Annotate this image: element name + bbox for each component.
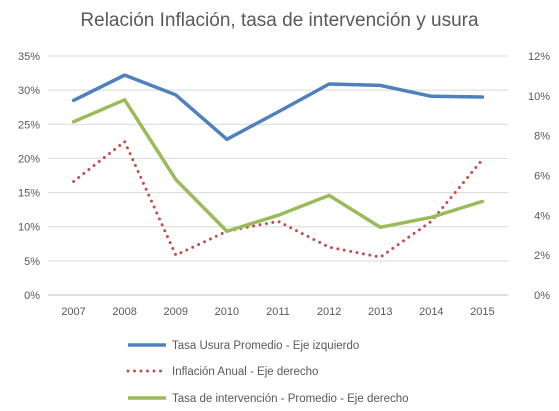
series-line-3: [71, 98, 485, 234]
x-tick-label: 2010: [215, 306, 239, 318]
y-left-tick-label: 20%: [18, 153, 40, 165]
series-line-1: [71, 73, 485, 142]
x-tick-label: 2013: [368, 306, 392, 318]
series-line-2: [72, 140, 484, 259]
y-right-tick-label: 4%: [534, 210, 550, 222]
x-tick-label: 2008: [112, 306, 136, 318]
y-right-tick-label: 8%: [534, 131, 550, 143]
legend-label-2: Inflación Anual - Eje derecho: [172, 366, 318, 378]
legend-label-1: Tasa Usura Promedio - Eje izquierdo: [172, 340, 359, 352]
y-left-tick-label: 35%: [18, 51, 40, 63]
y-left-tick-label: 5%: [24, 256, 40, 268]
y-right-tick-label: 10%: [528, 91, 550, 103]
x-tick-label: 2014: [419, 306, 443, 318]
y-left-tick-label: 10%: [18, 222, 40, 234]
y-left-tick-label: 25%: [18, 119, 40, 131]
chart-title: Relación Inflación, tasa de intervención…: [80, 10, 479, 31]
x-tick-label: 2012: [317, 306, 341, 318]
y-right-tick-label: 0%: [534, 290, 550, 302]
legend-label-3: Tasa de intervención - Promedio - Eje de…: [172, 393, 409, 405]
y-left-tick-label: 15%: [18, 188, 40, 200]
y-right-tick-label: 6%: [534, 171, 550, 183]
x-tick-label: 2011: [266, 306, 290, 318]
x-tick-label: 2009: [164, 306, 188, 318]
y-left-tick-label: 30%: [18, 85, 40, 97]
y-left-tick-label: 0%: [24, 290, 40, 302]
x-tick-label: 2007: [61, 306, 85, 318]
y-right-tick-label: 12%: [528, 51, 550, 63]
x-tick-label: 2015: [470, 306, 494, 318]
y-right-tick-label: 2%: [534, 250, 550, 262]
